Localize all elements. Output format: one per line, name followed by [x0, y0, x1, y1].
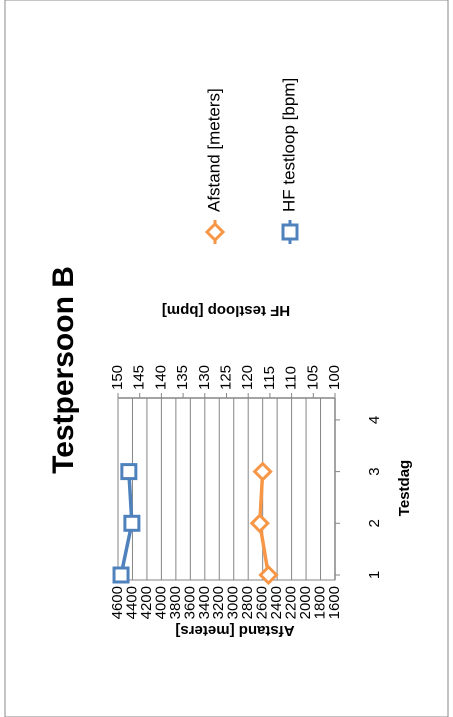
y2-tick-label: 100 — [326, 365, 343, 390]
rotated-chart: Testpersoon B Testdag Afstand [meters] H… — [47, 78, 413, 639]
legend-marker — [281, 223, 299, 241]
y-tick-label: 1800 — [312, 586, 329, 619]
y-tick-label: 4400 — [123, 586, 140, 619]
y2-tick-label: 145 — [131, 365, 148, 390]
y-tick-label: 2000 — [297, 586, 314, 619]
y2-tick-label: 115 — [261, 366, 278, 390]
y-tick-label: 3800 — [167, 586, 184, 619]
x-tick-label: 3 — [366, 467, 383, 475]
y2-tick-label: 110 — [283, 366, 300, 390]
x-tick-label: 1 — [366, 571, 383, 579]
x-tick-label: 4 — [366, 416, 383, 424]
y-tick-label: 3200 — [210, 586, 227, 619]
legend-marker — [204, 221, 226, 243]
y2-tick-label: 135 — [174, 365, 191, 390]
y-tick-label: 2600 — [254, 586, 271, 619]
y2-tick-label: 105 — [304, 365, 321, 390]
legend-label: Afstand [meters] — [204, 88, 223, 212]
y-tick-label: 3600 — [181, 586, 198, 619]
data-point — [112, 566, 130, 584]
data-point — [123, 514, 141, 532]
legend-label: HF testloop [bpm] — [279, 78, 298, 212]
y-tick-label: 3400 — [196, 586, 213, 619]
y-tick-label: 2400 — [268, 586, 285, 619]
data-point — [120, 463, 138, 481]
y-tick-label: 1600 — [326, 586, 343, 619]
y-tick-label: 4600 — [109, 586, 126, 619]
y2-axis-title: HF testloop [bpm] — [162, 302, 290, 319]
data-point — [258, 564, 279, 586]
y2-tick-label: 150 — [109, 365, 126, 390]
y2-tick-label: 140 — [152, 365, 169, 390]
y-tick-label: 4200 — [138, 586, 155, 619]
y-tick-label: 2800 — [239, 586, 256, 619]
chart-title: Testpersoon B — [47, 266, 80, 474]
frame — [4, 0, 449, 717]
plot-area — [117, 397, 336, 581]
y-tick-label: 4000 — [152, 586, 169, 619]
y2-tick-label: 120 — [239, 365, 256, 390]
x-tick-label: 2 — [366, 519, 383, 527]
data-point — [249, 513, 270, 534]
data-point — [252, 461, 273, 482]
x-axis-title: Testdag — [396, 460, 413, 516]
y2-tick-label: 125 — [217, 365, 234, 390]
y-tick-label: 3000 — [225, 586, 242, 619]
y-axis-title: Afstand [meters] — [175, 622, 294, 639]
y2-tick-label: 130 — [196, 365, 213, 390]
y-tick-label: 2200 — [283, 586, 300, 619]
